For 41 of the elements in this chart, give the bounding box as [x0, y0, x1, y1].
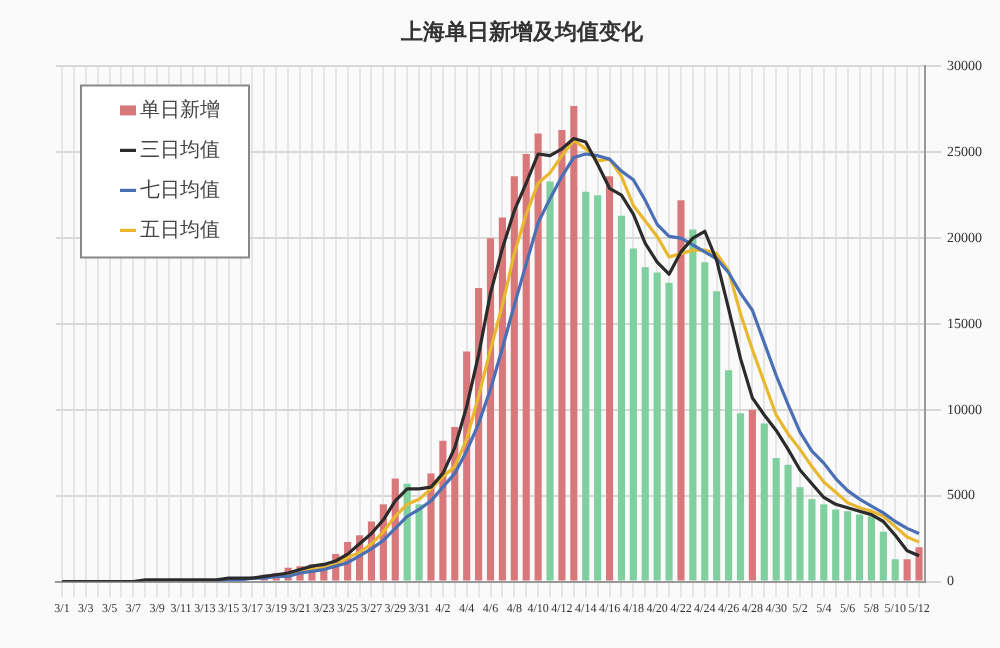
bar — [903, 559, 911, 581]
legend-label: 单日新增 — [140, 97, 220, 122]
legend-label: 五日均值 — [140, 217, 220, 242]
bar — [879, 531, 887, 581]
bar — [784, 464, 792, 581]
bar — [522, 153, 530, 581]
legend-label: 七日均值 — [140, 177, 220, 202]
bar — [855, 514, 864, 581]
bar — [510, 176, 518, 581]
bar — [594, 195, 602, 581]
bar — [760, 423, 768, 581]
bar — [558, 129, 566, 581]
legend-label: 三日均值 — [140, 137, 220, 162]
bar — [534, 133, 542, 581]
bar — [748, 409, 756, 581]
bar — [641, 267, 649, 581]
bar — [891, 559, 899, 581]
bar — [725, 370, 733, 581]
bar — [689, 229, 697, 581]
bar — [546, 181, 554, 581]
bar — [772, 457, 780, 581]
bar — [677, 200, 685, 581]
bar — [867, 516, 875, 581]
bar — [820, 504, 828, 581]
bar — [629, 248, 637, 581]
bar — [796, 487, 804, 581]
bar — [605, 176, 614, 581]
bar — [701, 262, 709, 581]
bar — [665, 282, 673, 581]
bar — [736, 413, 745, 581]
bar — [570, 105, 578, 581]
bar — [582, 191, 590, 581]
chart-title: 上海单日新增及均值变化 — [399, 18, 645, 45]
bar — [653, 272, 661, 581]
bar — [808, 499, 816, 581]
bar — [713, 291, 721, 581]
bar — [832, 509, 840, 581]
bar — [415, 504, 423, 581]
bar — [617, 215, 626, 581]
bar — [915, 547, 923, 581]
bar — [844, 511, 852, 581]
